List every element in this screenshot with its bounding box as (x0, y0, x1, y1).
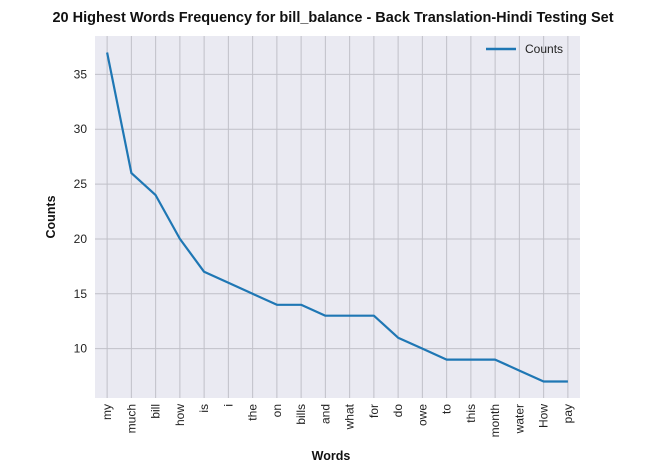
y-tick-label: 10 (74, 342, 88, 356)
x-tick-label: month (488, 404, 502, 437)
y-tick-label: 20 (74, 232, 88, 246)
x-tick-label: to (440, 404, 454, 414)
legend: Counts (486, 42, 563, 56)
y-tick-labels: 10 15 20 25 30 35 (74, 67, 88, 355)
x-tick-label: is (197, 404, 211, 413)
legend-label-counts: Counts (525, 42, 563, 56)
y-tick-label: 35 (74, 67, 88, 81)
plot-area (95, 36, 580, 398)
y-tick-label: 15 (74, 287, 88, 301)
y-tick-label: 25 (74, 177, 88, 191)
chart-title: 20 Highest Words Frequency for bill_bala… (52, 10, 613, 26)
x-tick-label: this (464, 404, 478, 423)
x-tick-label: How (537, 404, 551, 428)
x-tick-label: do (391, 404, 405, 418)
x-tick-label: bills (294, 404, 308, 425)
x-tick-label: owe (415, 404, 429, 426)
x-tick-label: bill (149, 404, 163, 419)
x-tick-label: water (512, 404, 526, 434)
x-tick-label: and (318, 404, 332, 424)
x-tick-label: much (124, 404, 138, 433)
y-axis-label: Counts (44, 195, 58, 238)
y-tick-label: 30 (74, 122, 88, 136)
x-tick-label: on (270, 404, 284, 417)
x-gridlines (106, 36, 569, 398)
x-tick-label: for (367, 404, 381, 418)
x-tick-label: i (221, 404, 235, 407)
x-axis-label: Words (312, 449, 351, 463)
x-tick-label: the (246, 404, 260, 421)
x-tick-label: my (100, 404, 114, 420)
x-tick-labels: my much bill how is i the on bills and what for do ow… (100, 403, 575, 437)
x-tick-label: pay (561, 404, 575, 423)
series-line-counts (106, 52, 568, 383)
x-tick-label: how (173, 404, 187, 426)
y-gridlines (95, 73, 580, 350)
x-tick-label: what (343, 403, 357, 430)
